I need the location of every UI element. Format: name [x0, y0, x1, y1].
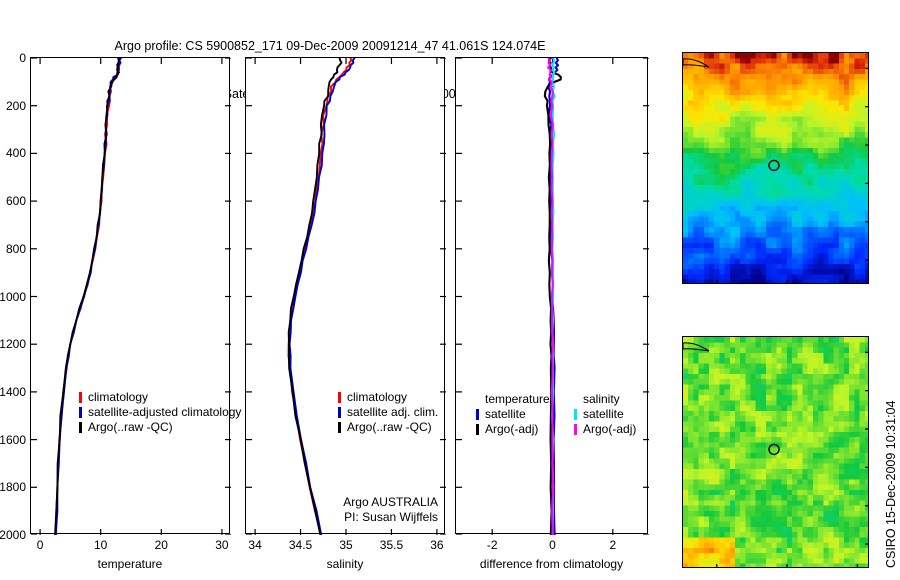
sst-raster: [683, 53, 868, 283]
legend-difference-temperature: temperature satellite Argo(-adj): [476, 392, 550, 437]
x-tick-label: 0: [549, 538, 556, 552]
legend-item: Argo(-adj): [574, 422, 636, 437]
legend-swatch-icon: [574, 409, 577, 420]
legend-label: climatology: [347, 390, 408, 404]
xaxis-label-difference: difference from climatology: [479, 557, 624, 571]
legend-swatch-icon: [338, 392, 341, 403]
legend-header: temperature: [485, 392, 550, 406]
x-tick-label: 34.5: [288, 538, 313, 552]
map-amsre-sst: AMSR-E SST: 12.6 Argo: 12.9 120125130-36…: [682, 52, 869, 284]
x-tick-label: 20: [154, 538, 168, 552]
legend-label: satellite adj. clim.: [347, 405, 439, 419]
legend-item: climatology: [338, 390, 438, 405]
legend-swatch-icon: [476, 409, 479, 420]
legend-item: satellite: [476, 407, 550, 422]
legend-item: Argo(-adj): [476, 422, 550, 437]
xaxis-label-temperature: temperature: [97, 557, 163, 571]
legend-item: climatology: [79, 390, 241, 405]
legend-label: Argo(-adj): [583, 422, 637, 436]
legend-item: satellite: [574, 407, 636, 422]
legend-header: salinity: [583, 392, 620, 406]
legend-swatch-icon: [338, 407, 341, 418]
depth-tick-label: 2000: [0, 528, 26, 542]
legend-difference-salinity: salinity satellite Argo(-adj): [574, 392, 636, 437]
depth-tick-label: 1000: [0, 289, 26, 304]
xaxis-label-salinity: salinity: [326, 557, 364, 571]
sla-raster: [683, 337, 868, 567]
legend-item: Argo(..raw -QC): [79, 420, 241, 435]
credit-note: Argo AUSTRALIA PI: Susan Wijffels: [343, 495, 438, 525]
x-tick-label: 30: [215, 538, 229, 552]
panel-temperature: climatology satellite-adjusted climatolog…: [0, 51, 241, 571]
legend-label: satellite: [485, 407, 526, 421]
legend-label: Argo(-adj): [485, 422, 539, 436]
x-tick-label: 10: [94, 538, 108, 552]
depth-tick-label: 200: [5, 98, 26, 113]
depth-tick-label: 1400: [0, 384, 26, 399]
x-tick-label: 0: [36, 538, 44, 552]
x-tick-label: 34: [248, 538, 262, 552]
legend-swatch-icon: [574, 424, 577, 435]
csiro-timestamp: CSIRO 15-Dec-2009 10:31:04: [884, 400, 898, 568]
depth-tick-label: 1600: [0, 432, 26, 447]
depth-tick-label: 600: [5, 194, 26, 209]
depth-tick-label: 1200: [0, 337, 26, 352]
credit-line2: PI: Susan Wijffels: [344, 510, 438, 524]
legend-label: satellite: [583, 407, 624, 421]
legend-temperature: climatology satellite-adjusted climatolog…: [79, 390, 241, 435]
difference-profile-plot: [456, 58, 649, 535]
depth-tick-label: 1800: [0, 480, 26, 495]
x-tick-label: 35.5: [379, 538, 404, 552]
legend-label: satellite-adjusted climatology: [88, 405, 242, 419]
legend-swatch-icon: [338, 422, 341, 433]
legend-label: Argo(..raw -QC): [88, 420, 173, 434]
salinity-profile-plot: [246, 58, 446, 535]
panel-difference: temperature satellite Argo(-adj) salinity s…: [455, 57, 649, 571]
legend-swatch-icon: [79, 422, 82, 433]
credit-line1: Argo AUSTRALIA: [343, 495, 438, 509]
legend-item: satellite-adjusted climatology: [79, 405, 241, 420]
legend-item: Argo(..raw -QC): [338, 420, 438, 435]
figure-title-line1: Argo profile: CS 5900852_171 09-Dec-2009…: [114, 39, 546, 53]
legend-label: Argo(..raw -QC): [347, 420, 432, 434]
depth-tick-label: 0: [19, 51, 26, 65]
depth-tick-label: 400: [5, 146, 26, 161]
depth-tick-label: 800: [5, 241, 26, 256]
legend-salinity: climatology satellite adj. clim. Argo(..ra…: [338, 390, 438, 435]
legend-item: satellite adj. clim.: [338, 405, 438, 420]
x-tick-label: -2: [486, 538, 498, 552]
legend-swatch-icon: [79, 392, 82, 403]
x-tick-label: 35: [339, 538, 353, 552]
temperature-profile-plot: [31, 58, 231, 535]
legend-swatch-icon: [79, 407, 82, 418]
map-altimetric-sla: Altimetric SLA: 0.037 Argo: 0.0074 12012…: [682, 336, 869, 568]
x-tick-label: 2: [609, 538, 617, 552]
legend-swatch-icon: [476, 424, 479, 435]
panel-salinity: climatology satellite adj. clim. Argo(..ra…: [245, 57, 446, 571]
x-tick-label: 36: [430, 538, 444, 552]
legend-label: climatology: [88, 390, 149, 404]
